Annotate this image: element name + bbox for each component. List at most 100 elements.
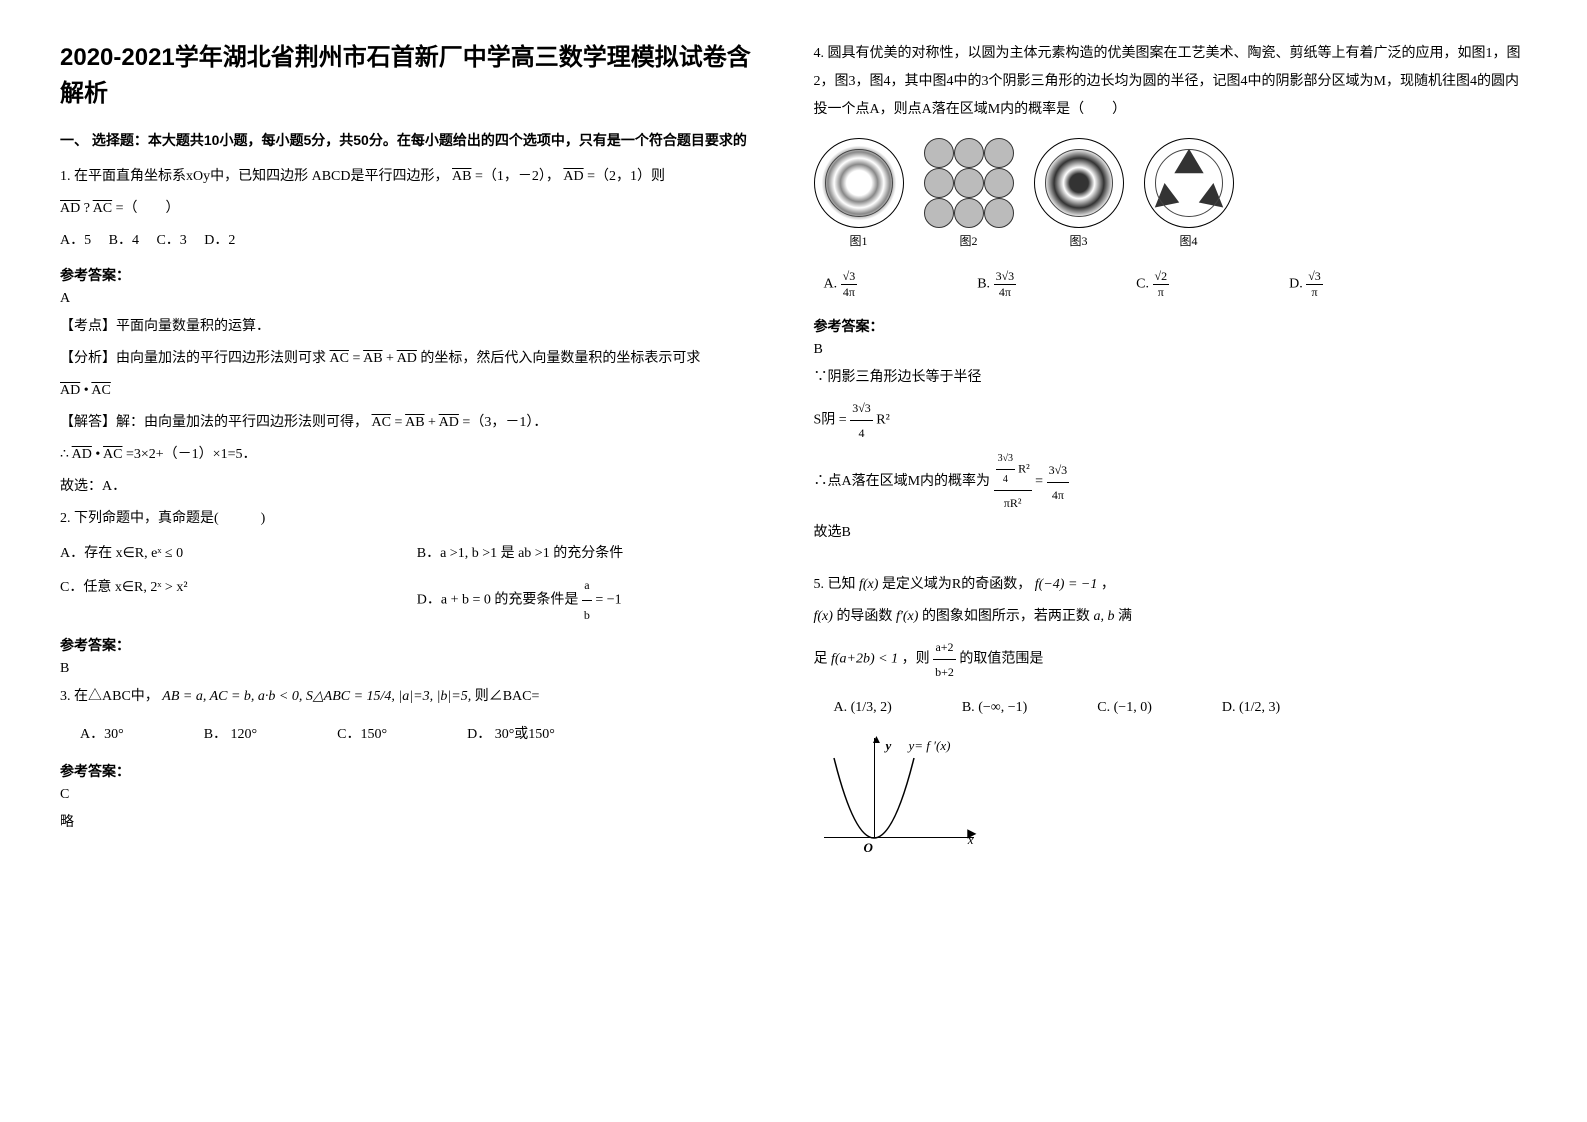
q5-opt-b-val: (−∞, −1)	[978, 700, 1027, 715]
q4-exp2-a: S阴 =	[814, 413, 851, 428]
q4-exp3-lfrac: 3√3 4 R² πR²	[994, 449, 1032, 515]
q4-exp3-lden: 4	[996, 470, 1016, 490]
q4-answer: B	[814, 342, 1528, 358]
q3-answer: C	[60, 787, 774, 803]
q5-opt-b: B. (−∞, −1)	[962, 694, 1027, 722]
q4-exp3-rnum: 3√3	[1047, 458, 1070, 483]
q5-opt-a-label: A.	[834, 700, 848, 715]
q4-fig3: 图3	[1034, 138, 1124, 249]
q4-fig2: 图2	[924, 138, 1014, 249]
q1-exp2-ab: AB	[363, 351, 382, 366]
q5-opt-a: A. (1/3, 2)	[834, 694, 892, 722]
q1-exp5: ∴ AD • AC =3×2+（－1）×1=5．	[60, 441, 774, 469]
q5-l2-ab: a, b	[1093, 609, 1118, 624]
q4-opt-c-den: π	[1153, 285, 1170, 300]
q5-l3-a: 足	[814, 652, 828, 667]
q1-exp4-ad: AD	[439, 415, 459, 430]
circle-pattern-icon	[1034, 138, 1124, 228]
q5-opt-b-label: B.	[962, 700, 975, 715]
q4-fig4: 图4	[1144, 138, 1234, 249]
q4-exp2-frac: 3√3 4	[850, 396, 873, 445]
q4-exp2-den: 4	[850, 421, 873, 445]
q5-opt-d-label: D.	[1222, 700, 1236, 715]
q5-l3-den: b+2	[933, 660, 956, 684]
q3-formula: AB = a, AC = b, a·b < 0, S△ABC = 15/4, |…	[162, 689, 471, 704]
q1-l2-ac: AC	[93, 201, 112, 216]
q5-opt-d: D. (1/2, 3)	[1222, 694, 1280, 722]
exam-title: 2020-2021学年湖北省荆州市石首新厂中学高三数学理模拟试卷含解析	[60, 40, 774, 112]
circle-grid-icon	[924, 138, 1014, 228]
q1-exp5-ad: AD	[72, 447, 92, 462]
q5-opt-d-val: (1/2, 3)	[1239, 700, 1280, 715]
q4-opt-c: C. √2 π	[1136, 269, 1169, 300]
q4-opt-b-num: 3√3	[994, 269, 1017, 285]
q5-options: A. (1/3, 2) B. (−∞, −1) C. (−1, 0) D. (1…	[834, 694, 1528, 722]
q4-options: A. √3 4π B. 3√3 4π C. √2 π D. √3 π	[824, 269, 1528, 300]
q3-opt-b: B． 120°	[204, 721, 257, 749]
q5-fx: f(x)	[859, 577, 878, 592]
q1-exp2-ac: AC	[330, 351, 349, 366]
q3-stem-b: 则∠BAC=	[475, 689, 540, 704]
q4-opt-a-frac: √3 4π	[841, 269, 858, 300]
q3-opt-c: C．150°	[337, 721, 387, 749]
q1-line2: AD ? AC =（ ）	[60, 195, 774, 223]
q1-exp4: 【解答】解：由向量加法的平行四边形法则可得， AC = AB + AD =（3，…	[60, 409, 774, 437]
q5-l3-num: a+2	[933, 635, 956, 660]
q3-opt-d: D． 30°或150°	[467, 721, 555, 749]
q4-exp2: S阴 = 3√3 4 R²	[814, 396, 1528, 445]
q4-exp3-inner: 3√3 4	[996, 449, 1016, 490]
q4-exp3-eq: =	[1035, 474, 1046, 489]
q5-l2-f: 满	[1118, 609, 1132, 624]
q5-l3-c: ，则	[902, 652, 934, 667]
q1-vec-ad: AD	[563, 169, 583, 184]
q4-exp3-lnum: 3√3	[996, 449, 1016, 470]
q1-exp5-a: ∴	[60, 447, 69, 462]
q4-exp3-rden: 4π	[1047, 483, 1070, 507]
q5-graph: ▶ ▲ y y= f ′(x) x O	[814, 738, 974, 858]
q1-stem: 1. 在平面直角坐标系xOy中，已知四边形 ABCD是平行四边形， AB =（1…	[60, 163, 774, 191]
q1-exp5-dot: •	[95, 447, 100, 462]
q1-exp2-plus: +	[386, 351, 394, 366]
q4-exp3: ∴点A落在区域M内的概率为 3√3 4 R² πR² = 3√3 4π	[814, 449, 1528, 515]
q4-fig3-label: 图3	[1069, 232, 1087, 249]
q5-line3: 足 f(a+2b) < 1 ，则 a+2 b+2 的取值范围是	[814, 635, 1528, 684]
q4-exp2-num: 3√3	[850, 396, 873, 421]
q5-l3-frac: a+2 b+2	[933, 635, 956, 684]
q3-stem-a: 3. 在△ABC中，	[60, 689, 159, 704]
q5-l2-fpx: f′(x)	[896, 609, 919, 624]
q5-opt-c-val: (−1, 0)	[1114, 700, 1152, 715]
q4-fig1-label: 图1	[849, 232, 867, 249]
q1-exp1: 【考点】平面向量数量积的运算．	[60, 313, 774, 341]
q1-l2-op: ?	[84, 201, 90, 216]
q5-c: 是定义域为R的奇函数，	[882, 577, 1031, 592]
q1-exp5-ac: AC	[103, 447, 122, 462]
q3-answer-head: 参考答案：	[60, 761, 774, 781]
q1-exp4-ab: AB	[405, 415, 424, 430]
q2-opt-c: C．任意 x∈R, 2ˣ > x²	[60, 571, 417, 630]
q1-exp3-dot: •	[84, 383, 89, 398]
q3-exp: 略	[60, 809, 774, 837]
q5-l2-d: 的图象如图所示，若两正数	[922, 609, 1090, 624]
q4-opt-c-frac: √2 π	[1153, 269, 1170, 300]
q4-exp3-rfrac: 3√3 4π	[1047, 458, 1070, 507]
q2-opt-a: A．存在 x∈R, eˣ ≤ 0	[60, 537, 417, 571]
q5-line1: 5. 已知 f(x) 是定义域为R的奇函数， f(−4) = −1 ，	[814, 571, 1528, 599]
q2-opt-d: D．a + b = 0 的充要条件是 a b = −1	[417, 571, 774, 630]
q4-exp1: ∵阴影三角形边长等于半径	[814, 364, 1528, 392]
q4-opt-d-frac: √3 π	[1306, 269, 1323, 300]
q1-text-e: =（2，1）则	[587, 169, 665, 184]
q2-opt-d-frac: a b	[582, 571, 592, 630]
q4-opt-a-num: √3	[841, 269, 858, 285]
q1-answer-head: 参考答案：	[60, 265, 774, 285]
q2-opt-b: B．a >1, b >1 是 ab >1 的充分条件	[417, 537, 774, 571]
q1-l2-ad: AD	[60, 201, 80, 216]
q4-opt-a: A. √3 4π	[824, 269, 858, 300]
section-1-head: 一、 选择题：本大题共10小题，每小题5分，共50分。在每小题给出的四个选项中，…	[60, 128, 774, 153]
q4-exp2-b: R²	[876, 413, 890, 428]
q1-exp2-g: 的坐标，然后代入向量数量积的坐标表示可求	[420, 351, 700, 366]
q4-exp3-lbot: πR²	[994, 491, 1032, 515]
q5-opt-c: C. (−1, 0)	[1097, 694, 1152, 722]
q1-exp4-g: =（3，－1）．	[462, 415, 547, 430]
q1-exp4-a: 【解答】解：由向量加法的平行四边形法则可得，	[60, 415, 368, 430]
q4-figures: 图1 图2 图3 图4	[814, 138, 1528, 249]
